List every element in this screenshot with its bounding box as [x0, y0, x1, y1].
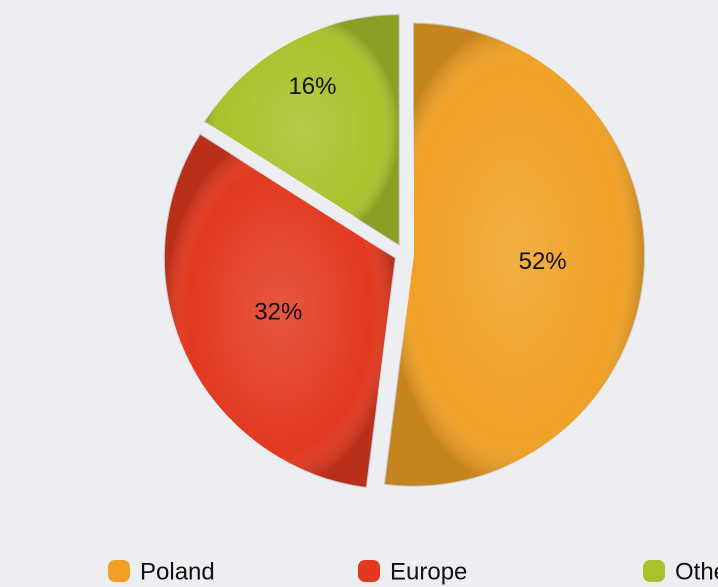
legend-swatch: [108, 560, 130, 582]
pie: 52% 32% 16%: [162, 13, 646, 490]
legend-label: Poland: [140, 558, 215, 585]
legend-swatch: [358, 560, 380, 582]
legend: Poland Europe Other: [108, 558, 718, 585]
slice-shade: [383, 22, 645, 487]
slice-shade: [203, 14, 400, 247]
slice-label: 16%: [288, 73, 336, 100]
slice-label: 52%: [519, 248, 567, 275]
legend-label: Other: [675, 558, 718, 585]
legend-swatch: [643, 560, 665, 582]
slice-shade: [163, 133, 396, 489]
legend-label: Europe: [390, 558, 467, 585]
slice-label: 32%: [254, 298, 302, 325]
